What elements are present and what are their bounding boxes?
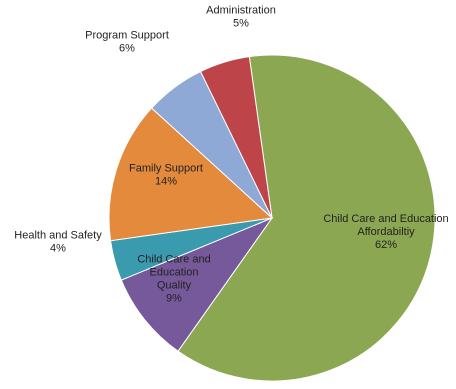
slice-name-label: Program Support: [85, 30, 169, 42]
slice-name-label: Child Care and Education: [323, 213, 448, 225]
slice-label-3: Family Support 14%: [129, 163, 203, 188]
slice-label-4: Program Support 6%: [85, 30, 169, 55]
slice-name-label: Family Support: [129, 163, 203, 175]
slice-name-label: Education: [150, 267, 199, 279]
slice-percent-label: 4%: [50, 243, 66, 255]
slice-name-label: Child Care and: [137, 254, 210, 266]
pie-slice-5: [199, 56, 273, 219]
slice-label-5: Administration 5%: [206, 5, 276, 30]
slice-label-2: Health and Safety 4%: [14, 230, 102, 255]
slice-percent-label: 5%: [233, 18, 249, 30]
slice-percent-label: 6%: [119, 43, 135, 55]
slice-name-label: Health and Safety: [14, 230, 102, 242]
pie-slice-3: [108, 107, 274, 242]
slice-name-label: Administration: [206, 5, 276, 17]
slice-percent-label: 62%: [375, 239, 397, 251]
pie-slice-1: [120, 216, 274, 352]
slice-name-label: Quality: [157, 280, 192, 292]
slice-percent-label: 14%: [155, 176, 177, 188]
slice-percent-label: 9%: [166, 293, 182, 305]
slice-label-0: Child Care and Education Affordabiltiy 62%: [323, 213, 448, 251]
slice-name-label: Affordabiltiy: [357, 226, 415, 238]
pie-slices: [108, 54, 436, 382]
pie-slice-0: [177, 54, 436, 382]
slice-labels: Child Care and Education Affordabiltiy 62%…: [14, 5, 448, 305]
slice-label-1: Child Care and Education Quality 9%: [137, 254, 210, 305]
